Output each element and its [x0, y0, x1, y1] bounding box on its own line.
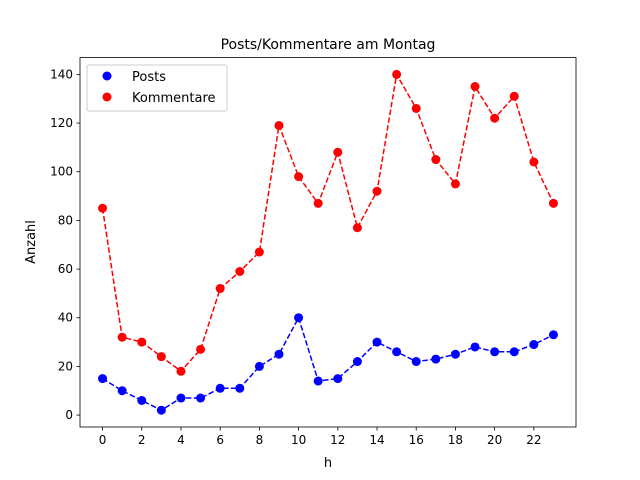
data-point-kommentare: [137, 337, 147, 347]
y-tick-label: 60: [58, 262, 73, 276]
data-point-kommentare: [392, 69, 402, 79]
data-point-kommentare: [509, 91, 519, 101]
y-tick-label: 20: [58, 359, 73, 373]
data-point-kommentare: [529, 157, 539, 167]
data-point-posts: [313, 376, 323, 386]
data-point-kommentare: [215, 284, 225, 294]
data-point-kommentare: [117, 332, 127, 342]
data-point-posts: [411, 357, 421, 367]
y-axis-label: Anzahl: [24, 220, 39, 264]
data-point-posts: [215, 383, 225, 393]
x-tick-label: 12: [330, 433, 345, 447]
data-point-kommentare: [176, 366, 186, 376]
data-point-posts: [490, 347, 500, 357]
legend-label-posts: Posts: [132, 70, 166, 85]
x-tick-label: 18: [448, 433, 463, 447]
data-point-posts: [470, 342, 480, 352]
y-tick-label: 140: [50, 67, 73, 81]
x-tick-label: 6: [216, 433, 224, 447]
legend-marker-posts: [102, 71, 112, 81]
data-point-kommentare: [490, 113, 500, 123]
data-point-kommentare: [313, 198, 323, 208]
data-point-kommentare: [254, 247, 264, 257]
y-tick-label: 80: [58, 213, 73, 227]
data-point-kommentare: [294, 172, 304, 182]
x-tick-label: 8: [256, 433, 264, 447]
data-point-kommentare: [548, 198, 558, 208]
series-line-kommentare: [101, 72, 555, 373]
data-point-posts: [450, 349, 460, 359]
data-point-kommentare: [333, 147, 343, 157]
x-tick-label: 0: [99, 433, 107, 447]
data-point-kommentare: [372, 186, 382, 196]
x-tick-label: 10: [291, 433, 306, 447]
data-point-posts: [392, 347, 402, 357]
x-tick-label: 20: [487, 433, 502, 447]
legend: Posts Kommentare: [86, 64, 228, 112]
data-point-posts: [176, 393, 186, 403]
data-point-kommentare: [274, 120, 284, 130]
data-point-posts: [196, 393, 206, 403]
data-point-posts: [274, 349, 284, 359]
x-tick-label: 22: [526, 433, 541, 447]
data-point-posts: [235, 383, 245, 393]
chart-title: Posts/Kommentare am Montag: [221, 37, 436, 53]
legend-marker-kommentare: [102, 92, 112, 102]
data-point-posts: [352, 357, 362, 367]
data-point-kommentare: [470, 82, 480, 92]
legend-label-kommentare: Kommentare: [132, 91, 216, 106]
data-point-kommentare: [98, 203, 108, 213]
x-tick-label: 2: [138, 433, 146, 447]
data-point-posts: [431, 354, 441, 364]
data-point-posts: [156, 405, 166, 415]
data-point-posts: [294, 313, 304, 323]
data-point-kommentare: [411, 103, 421, 113]
data-point-posts: [372, 337, 382, 347]
data-point-kommentare: [450, 179, 460, 189]
data-point-kommentare: [156, 352, 166, 362]
data-point-posts: [548, 330, 558, 340]
data-point-posts: [529, 340, 539, 350]
y-tick-label: 40: [58, 311, 73, 325]
x-tick-label: 16: [409, 433, 424, 447]
data-point-posts: [509, 347, 519, 357]
x-axis-label: h: [324, 456, 332, 471]
data-point-kommentare: [196, 344, 206, 354]
data-point-posts: [117, 386, 127, 396]
x-tick-label: 14: [369, 433, 384, 447]
data-point-kommentare: [352, 223, 362, 233]
y-tick-label: 0: [65, 408, 73, 422]
data-point-posts: [333, 374, 343, 384]
x-tick-label: 4: [177, 433, 185, 447]
data-point-posts: [98, 374, 108, 384]
y-tick-label: 120: [50, 116, 73, 130]
y-tick-label: 100: [50, 165, 73, 179]
axes-frame: [79, 57, 577, 428]
data-point-kommentare: [431, 155, 441, 165]
data-point-posts: [254, 361, 264, 371]
data-point-posts: [137, 395, 147, 405]
data-point-kommentare: [235, 267, 245, 277]
